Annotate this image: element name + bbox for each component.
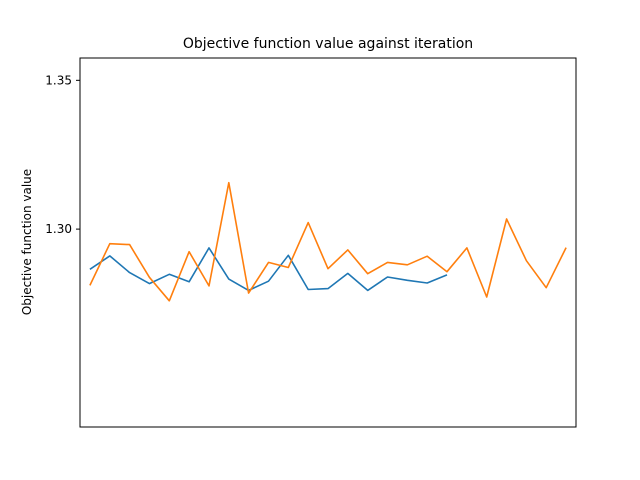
- series-layer: [89, 181, 567, 302]
- y-tick-label: 1.35: [45, 73, 72, 87]
- y-tick-label: 1.30: [45, 222, 72, 236]
- series-line-1: [89, 247, 448, 292]
- series-line-2: [89, 181, 567, 302]
- y-tick-layer: 1.30 1.35: [45, 73, 80, 236]
- y-axis-label: Objective function value: [20, 169, 34, 315]
- chart-title: Objective function value against iterati…: [183, 36, 473, 52]
- plot-area-frame: [79, 57, 577, 428]
